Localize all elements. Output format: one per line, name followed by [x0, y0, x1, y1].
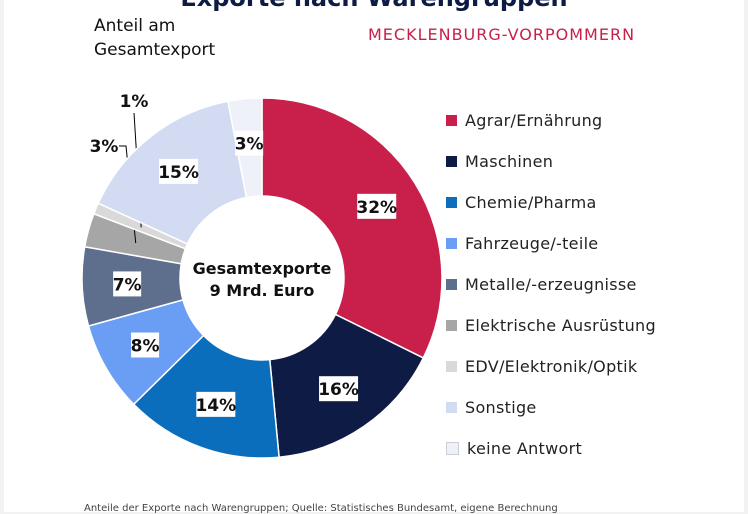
data-label: 3%: [235, 135, 264, 155]
legend-label: Metalle/-erzeugnisse: [465, 275, 637, 294]
legend-label: Sonstige: [465, 398, 537, 417]
region-label: MECKLENBURG-VORPOMMERN: [368, 25, 636, 44]
legend-swatch: [446, 279, 457, 290]
legend-item: Maschinen: [446, 141, 656, 182]
data-label-box: [159, 158, 199, 184]
center-label: Gesamtexporte: [193, 259, 332, 278]
legend-label: Elektrische Ausrüstung: [465, 316, 656, 335]
legend-label: Chemie/Pharma: [465, 193, 597, 212]
chart-title: Exporte nach Warengruppen: [0, 0, 748, 12]
legend-item: Fahrzeuge/-teile: [446, 223, 656, 264]
legend-label: Agrar/Ernährung: [465, 111, 603, 130]
legend-swatch: [446, 361, 457, 372]
legend-swatch: [446, 320, 457, 331]
data-label: 16%: [318, 380, 359, 400]
legend-item: EDV/Elektronik/Optik: [446, 346, 656, 387]
data-label: 8%: [131, 337, 160, 357]
legend-item: Chemie/Pharma: [446, 182, 656, 223]
slice-0: [261, 97, 443, 359]
data-label: 7%: [113, 275, 142, 295]
legend-label: Fahrzeuge/-teile: [465, 234, 599, 253]
data-label-box: [319, 376, 359, 402]
data-label: 1%: [120, 92, 149, 112]
data-label-box: [235, 130, 264, 156]
data-label: 15%: [158, 163, 199, 183]
legend-label: Maschinen: [465, 152, 554, 171]
data-label-box: [113, 271, 142, 297]
legend-label: EDV/Elektronik/Optik: [465, 357, 638, 376]
legend-swatch: [446, 115, 457, 126]
legend-item: Metalle/-erzeugnisse: [446, 264, 656, 305]
data-label-box: [357, 193, 397, 219]
legend-item: Sonstige: [446, 387, 656, 428]
legend-item: Elektrische Ausrüstung: [446, 305, 656, 346]
subtitle: Anteil am Gesamtexport: [94, 14, 215, 62]
legend-label: keine Antwort: [467, 439, 583, 458]
legend-swatch: [446, 402, 457, 413]
legend: Agrar/Ernährung Maschinen Chemie/Pharma Fah…: [446, 100, 656, 469]
subtitle-line1: Anteil am: [94, 16, 176, 36]
data-label: 14%: [195, 396, 236, 416]
legend-swatch: [446, 197, 457, 208]
data-label-box: [196, 391, 236, 417]
legend-item: keine Antwort: [446, 428, 656, 469]
legend-swatch: [446, 156, 457, 167]
data-label: 3%: [90, 137, 119, 157]
center-label: 9 Mrd. Euro: [210, 281, 315, 300]
subtitle-line2: Gesamtexport: [94, 40, 216, 60]
legend-swatch: [446, 442, 459, 455]
data-label: 32%: [356, 198, 397, 218]
data-label-box: [131, 332, 160, 358]
legend-item: Agrar/Ernährung: [446, 100, 656, 141]
legend-swatch: [446, 238, 457, 249]
footnote: Anteile der Exporte nach Warengruppen; Q…: [84, 503, 558, 514]
